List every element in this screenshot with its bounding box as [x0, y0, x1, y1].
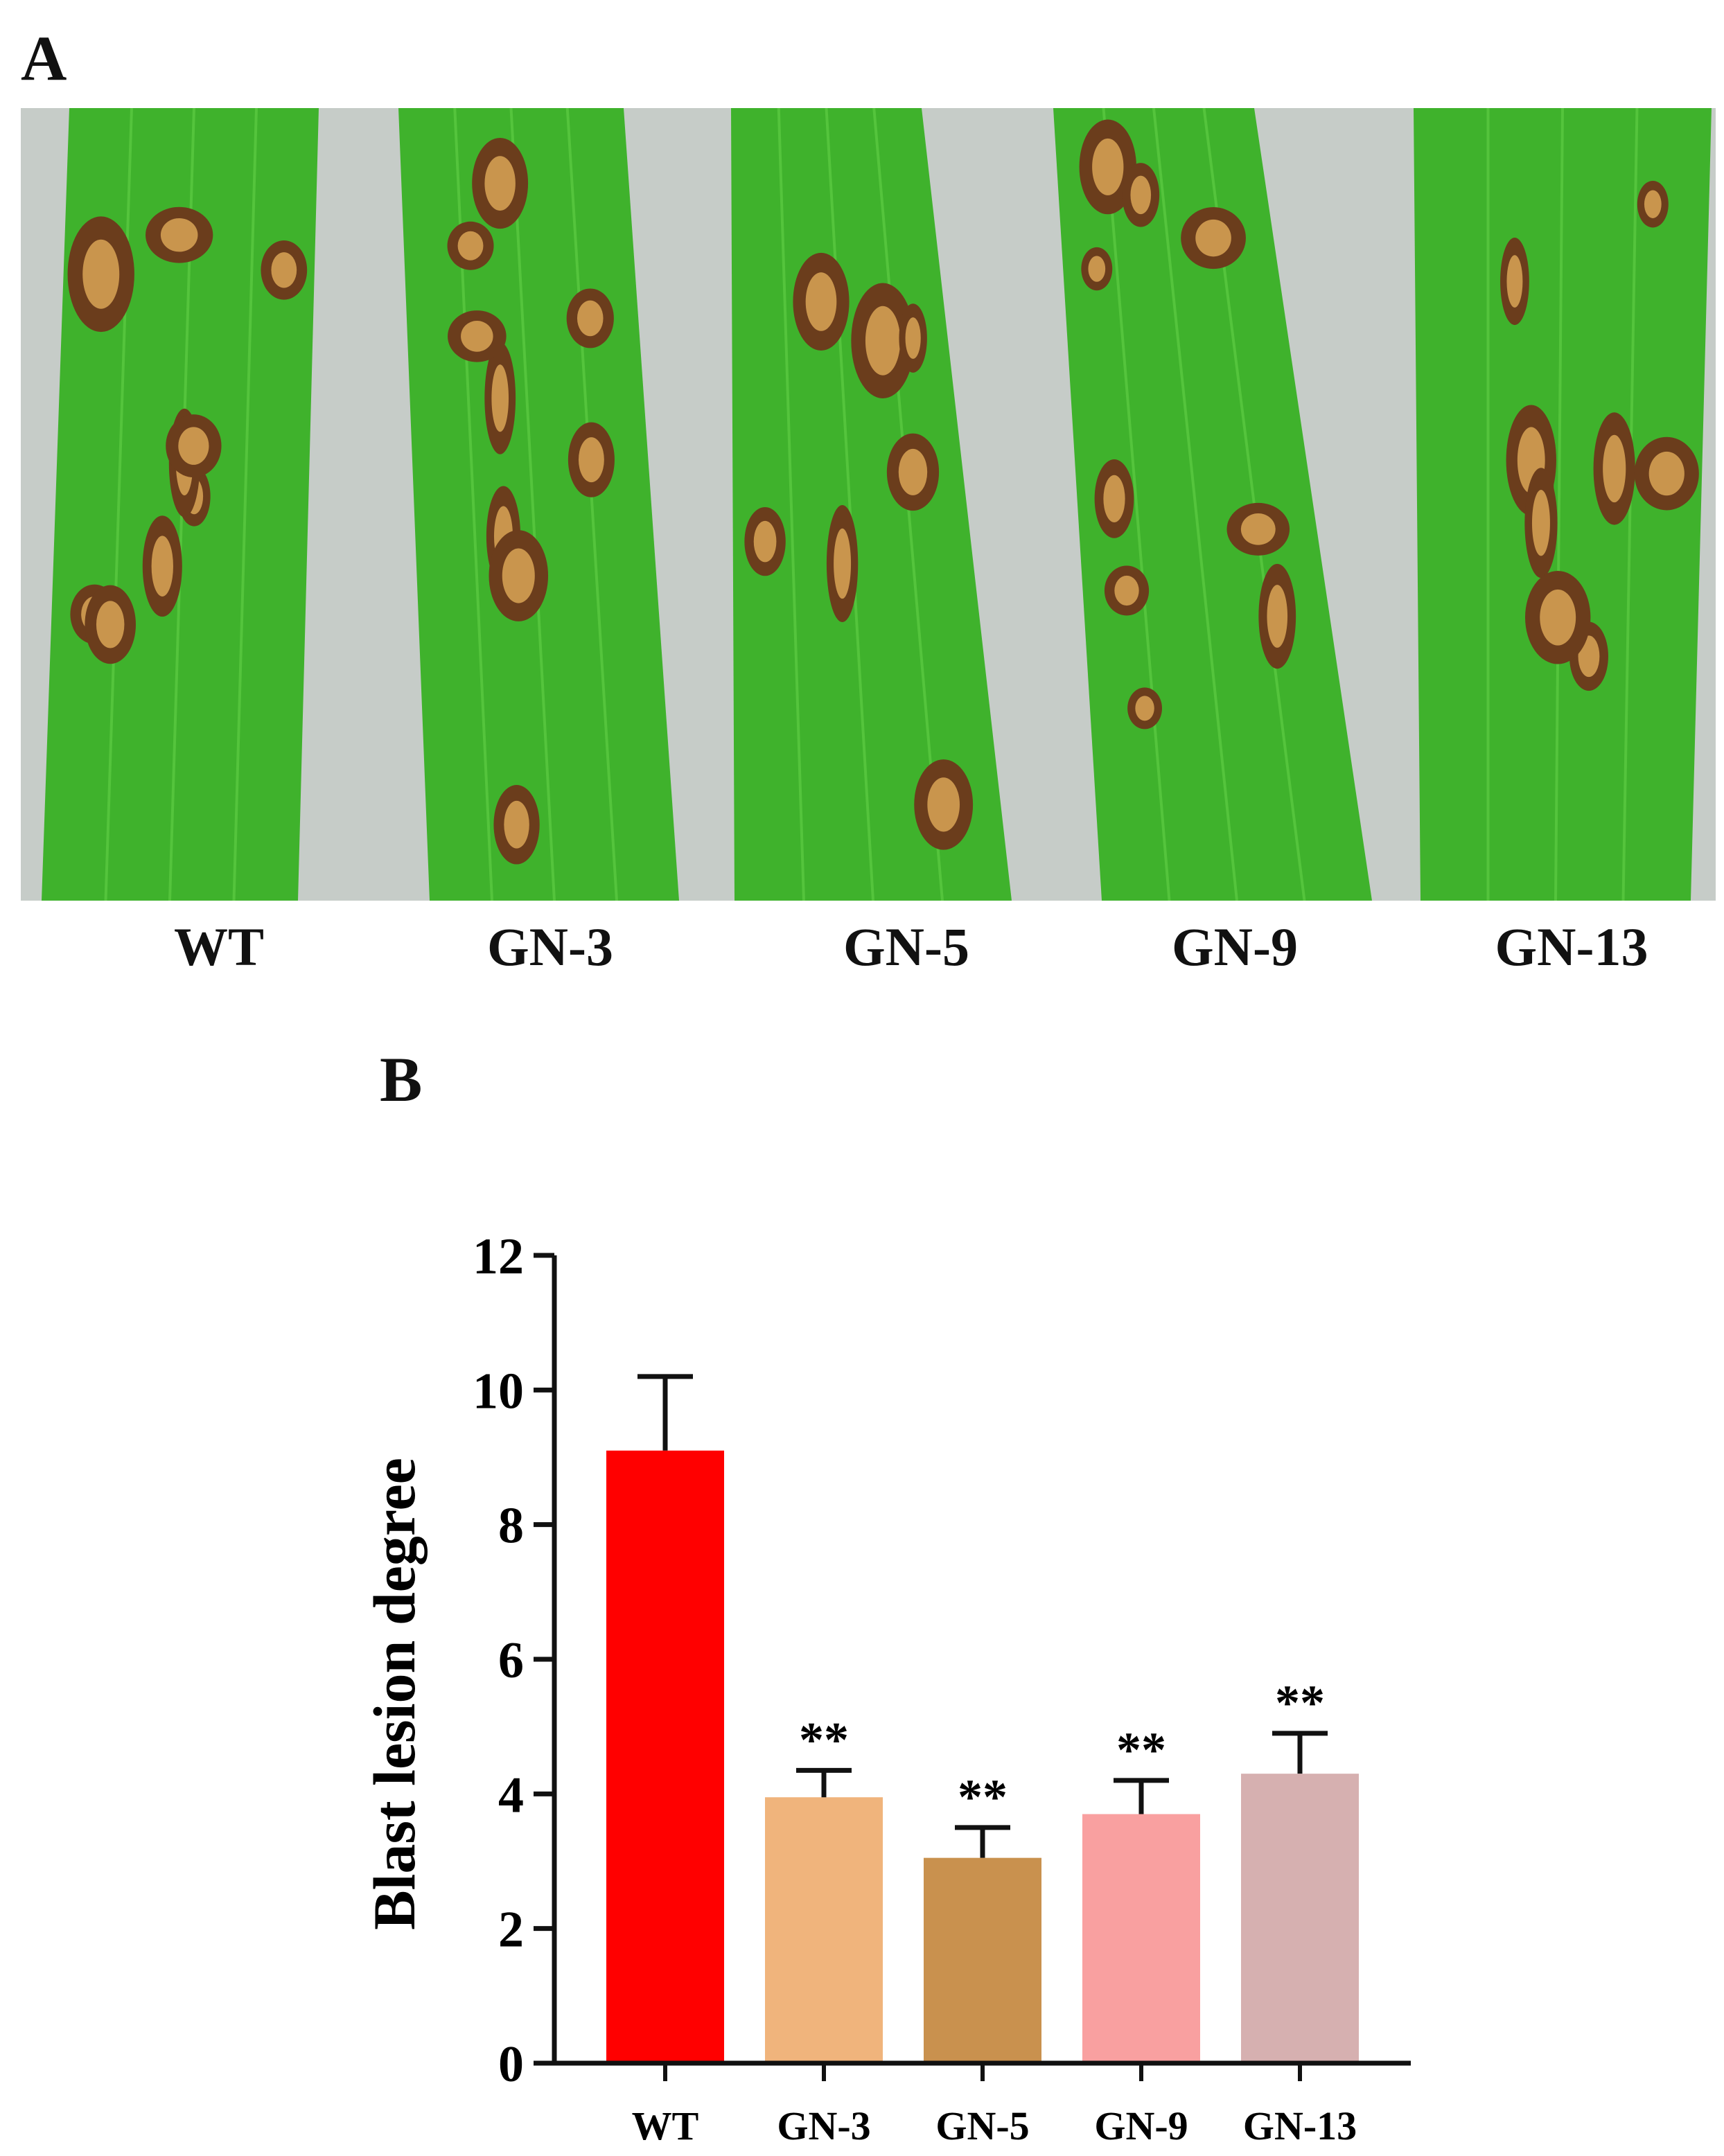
lesion-center	[461, 320, 493, 352]
lesion-center	[577, 300, 604, 337]
y-tick-label-10: 10	[473, 1363, 524, 1420]
lesion-center	[178, 427, 209, 465]
panel-a-label: A	[21, 23, 67, 94]
lesion-center	[1267, 585, 1288, 648]
y-tick-label-6: 6	[498, 1632, 524, 1689]
lesion-center	[865, 306, 901, 375]
lesion-center	[1114, 575, 1139, 606]
leaf-photo	[21, 108, 1716, 901]
leaf-4	[1053, 108, 1372, 901]
leaf-vein	[1102, 108, 1171, 901]
leaf-label-wt: WT	[173, 917, 265, 977]
lesion-center	[834, 528, 852, 599]
x-tick-label-gn-3: GN-3	[777, 2103, 870, 2148]
y-tick-label-0: 0	[498, 2036, 524, 2093]
x-tick-label-wt: WT	[632, 2103, 699, 2148]
significance-gn-9: **	[1116, 1722, 1166, 1778]
y-tick-label-8: 8	[498, 1498, 524, 1555]
lesion-center	[1195, 219, 1231, 257]
significance-gn-5: **	[958, 1769, 1008, 1825]
bar-wt	[606, 1450, 724, 2063]
leaf-label-gn-3: GN-3	[487, 917, 613, 977]
leaf-vein	[565, 108, 618, 901]
leaf-vein	[1554, 108, 1564, 901]
leaf-1	[42, 108, 319, 901]
lesion-center	[927, 777, 960, 832]
x-tick-label-gn-5: GN-5	[935, 2103, 1029, 2148]
leaf-label-gn-13: GN-13	[1495, 917, 1648, 977]
leaf-label-gn-9: GN-9	[1172, 917, 1298, 977]
lesion-center	[905, 317, 921, 359]
lesion-center	[1135, 696, 1154, 721]
leaf-vein	[825, 108, 874, 901]
leaf-3	[731, 108, 1012, 901]
lesion-center	[484, 156, 516, 211]
y-tick-label-2: 2	[498, 1902, 524, 1959]
bar-gn-5	[924, 1857, 1041, 2063]
lesion-center	[271, 252, 297, 288]
lesion-center	[578, 437, 604, 483]
leaf-label-gn-5: GN-5	[843, 917, 969, 977]
lesion-center	[1540, 589, 1576, 646]
lesion-center	[1506, 255, 1523, 308]
bar-chart: WT ** GN-3 ** GN-5 ** GN-9 ** GN-13 0 2 4 6 8 10 12 Blas…	[361, 1228, 1411, 2148]
leaf-vein	[509, 108, 556, 901]
leaf-vein	[1152, 108, 1238, 901]
lesion-center	[1603, 434, 1626, 503]
lesion-center	[805, 272, 837, 331]
x-tick-label-gn-13: GN-13	[1243, 2103, 1357, 2148]
lesion-center	[82, 239, 120, 309]
lesion-center	[151, 536, 173, 597]
lesion-center	[753, 520, 777, 563]
x-tick-label-gn-9: GN-9	[1094, 2103, 1188, 2148]
bar-gn-9	[1082, 1814, 1200, 2063]
lesion-center	[504, 800, 529, 849]
bar-gn-3	[765, 1797, 883, 2063]
lesion-center	[502, 548, 535, 603]
y-tick-label-12: 12	[473, 1228, 524, 1285]
lesion-center	[898, 448, 928, 495]
lesion-center	[1644, 190, 1662, 218]
significance-gn-3: **	[799, 1712, 849, 1767]
bar-gn-13	[1241, 1774, 1359, 2063]
y-tick-label-4: 4	[498, 1767, 524, 1823]
lesion-center	[1531, 490, 1550, 556]
lesion-center	[1240, 513, 1276, 545]
lesion-center	[1092, 138, 1124, 195]
leaf-5	[1414, 108, 1712, 901]
y-axis-label: Blast lesion degree	[361, 1458, 428, 1930]
lesion-center	[96, 601, 125, 648]
significance-gn-13: **	[1275, 1675, 1325, 1731]
panel-b-label: B	[380, 1044, 423, 1115]
lesion-center	[1130, 175, 1152, 215]
leaf-vein	[232, 108, 258, 901]
lesion-center	[160, 218, 198, 252]
lesion-center	[1648, 451, 1685, 496]
leaf-2	[398, 108, 679, 901]
lesion-center	[491, 364, 509, 432]
lesion-center	[1088, 256, 1106, 282]
lesion-center	[457, 231, 484, 260]
leaf-vein	[777, 108, 805, 901]
lesion-center	[1103, 475, 1125, 523]
